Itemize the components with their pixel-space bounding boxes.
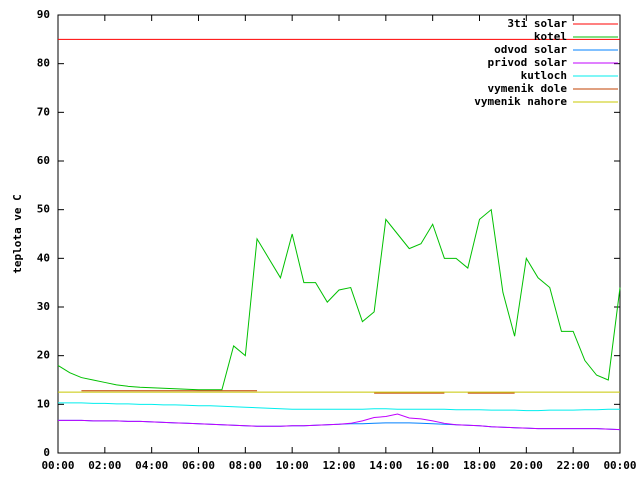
x-tick-label: 20:00 (510, 459, 543, 472)
legend-label: odvod solar (494, 43, 567, 56)
y-tick-label: 10 (37, 397, 50, 410)
x-tick-label: 18:00 (463, 459, 496, 472)
y-tick-label: 0 (43, 446, 50, 459)
y-axis-label: teplota ve C (11, 194, 24, 273)
legend-label: privod solar (488, 56, 568, 69)
series-line (58, 413, 621, 431)
x-tick-label: 14:00 (369, 459, 402, 472)
y-tick-label: 50 (37, 203, 50, 216)
legend-label: kotel (534, 30, 567, 43)
series-line (57, 208, 621, 391)
legend-label: kutloch (521, 69, 567, 82)
x-tick-label: 10:00 (276, 459, 309, 472)
x-tick-label: 08:00 (229, 459, 262, 472)
y-tick-label: 30 (37, 300, 50, 313)
x-tick-label: 04:00 (135, 459, 168, 472)
y-tick-label: 20 (37, 349, 50, 362)
x-tick-label: 02:00 (88, 459, 121, 472)
series-line (58, 402, 620, 412)
x-tick-label: 00:00 (41, 459, 74, 472)
y-tick-label: 90 (37, 8, 50, 21)
series-line (81, 390, 515, 394)
x-tick-label: 00:00 (603, 459, 636, 472)
legend-label: vymenik dole (488, 82, 568, 95)
plot-border (57, 14, 621, 454)
x-tick-label: 16:00 (416, 459, 449, 472)
x-tick-label: 06:00 (182, 459, 215, 472)
legend-label: 3ti solar (507, 17, 567, 30)
y-tick-label: 70 (37, 105, 50, 118)
x-tick-label: 12:00 (322, 459, 355, 472)
y-tick-label: 60 (37, 154, 50, 167)
x-tick-label: 22:00 (557, 459, 590, 472)
y-tick-label: 80 (37, 57, 50, 70)
legend-label: vymenik nahore (474, 95, 567, 108)
y-tick-label: 40 (37, 251, 50, 264)
